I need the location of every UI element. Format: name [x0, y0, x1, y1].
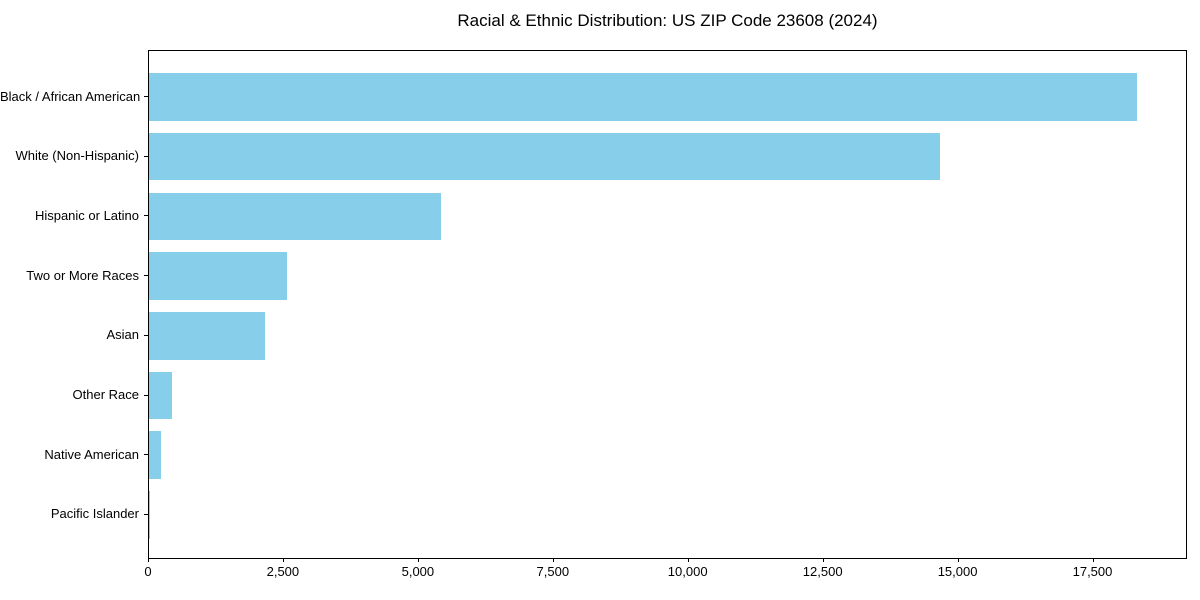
x-tick-label-12500: 12,500: [802, 564, 843, 579]
y-tick-mark: [144, 96, 148, 97]
y-tick-label-asian: Asian: [106, 327, 139, 343]
x-tick-label-5000: 5,000: [401, 564, 435, 579]
y-tick-label-two-or-more-races: Two or More Races: [26, 267, 139, 283]
y-tick-mark: [144, 394, 148, 396]
x-tick-mark: [417, 558, 419, 562]
y-tick-label-other-race: Other Race: [72, 387, 139, 402]
x-tick-mark: [552, 558, 554, 562]
y-tick-mark: [144, 334, 148, 336]
x-tick-mark: [148, 558, 149, 562]
bar-asian: [149, 312, 265, 360]
y-tick-label-black-african-american: Black / African American: [0, 88, 141, 104]
chart-title: Racial & Ethnic Distribution: US ZIP Cod…: [457, 11, 878, 30]
x-tick-label-15000: 15,000: [937, 564, 978, 579]
bar-other-race: [149, 371, 173, 420]
x-tick-label-7500: 7,500: [536, 564, 570, 579]
bar-pacific-islander: [149, 491, 151, 539]
y-tick-label-hispanic-or-latino: Hispanic or Latino: [34, 207, 139, 223]
x-tick-mark: [1092, 558, 1094, 562]
y-tick-label-pacific-islander: Pacific Islander: [50, 506, 139, 522]
y-tick-mark: [144, 275, 148, 277]
y-tick-label-native-american: Native American: [44, 446, 139, 462]
y-tick-mark: [144, 513, 148, 515]
y-tick-mark: [144, 215, 148, 217]
x-tick-label-10000: 10,000: [667, 564, 708, 579]
x-tick-label-17500: 17,500: [1072, 564, 1113, 579]
bar-white-non-hispanic: [149, 132, 940, 181]
y-tick-mark: [144, 155, 148, 157]
x-tick-label-0: 0: [144, 564, 152, 579]
x-tick-label-2500: 2,500: [266, 564, 300, 579]
bar-native-american: [149, 431, 161, 479]
bar-black-african-american: [149, 73, 1137, 121]
x-tick-mark: [687, 558, 689, 562]
y-tick-label-white-non-hispanic: White (Non-Hispanic): [15, 148, 139, 164]
y-tick-mark: [144, 454, 148, 456]
plot-area: [148, 50, 1187, 559]
x-tick-mark: [822, 558, 824, 562]
bar-hispanic-or-latino: [149, 192, 441, 241]
x-tick-mark: [957, 558, 959, 562]
bar-two-or-more-races: [149, 252, 287, 300]
x-tick-mark: [282, 558, 284, 562]
